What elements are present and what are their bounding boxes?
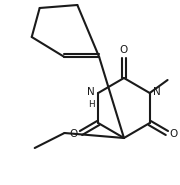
Text: N: N	[153, 87, 160, 97]
Text: O: O	[120, 45, 128, 55]
Text: O: O	[70, 129, 78, 139]
Text: N: N	[87, 87, 95, 97]
Text: O: O	[170, 129, 178, 139]
Text: H: H	[89, 100, 95, 109]
